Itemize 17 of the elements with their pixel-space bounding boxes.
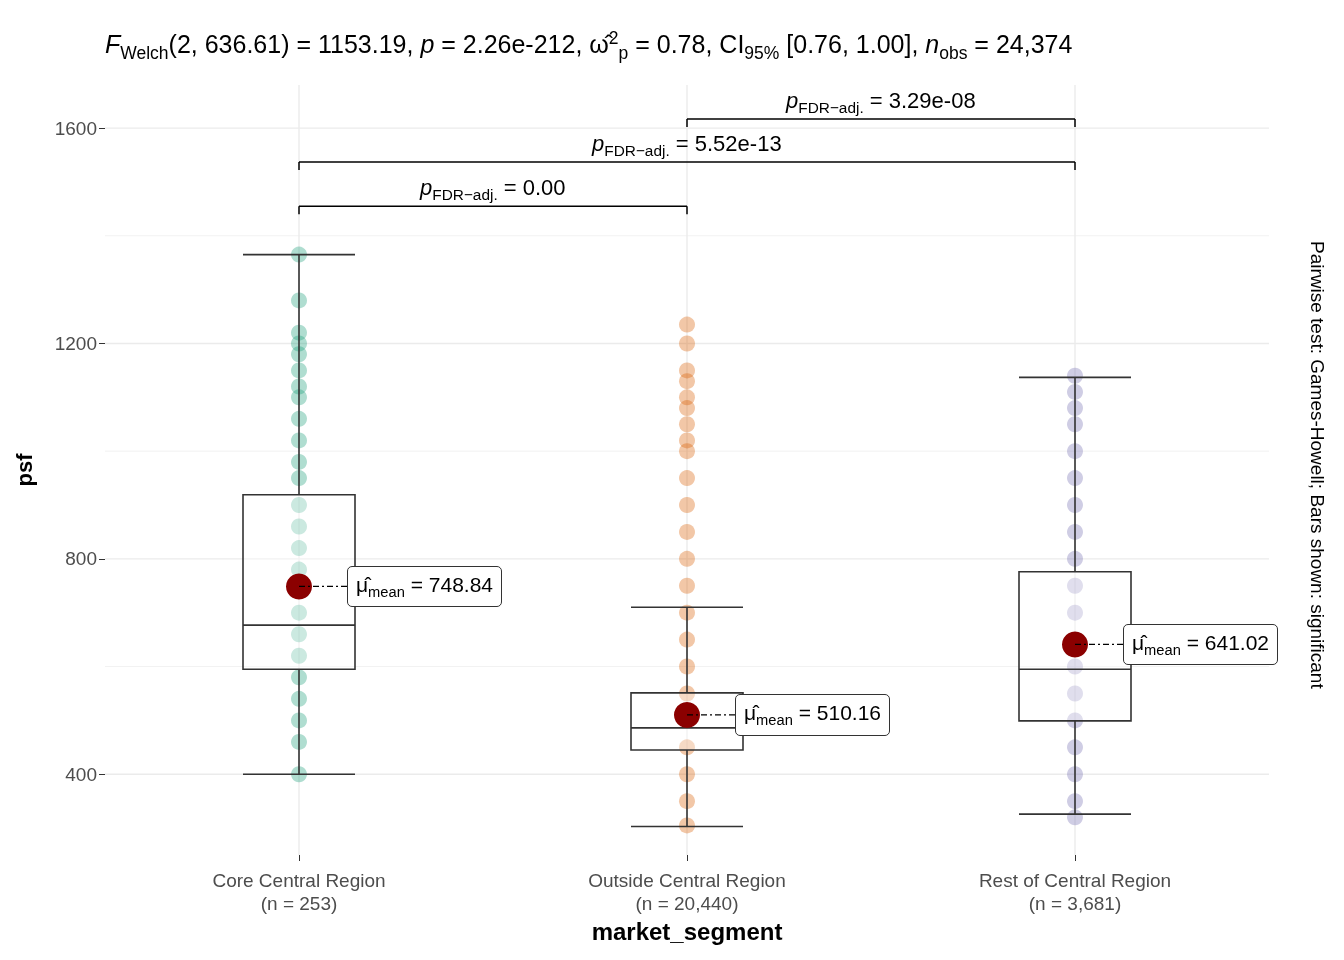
y-tick-label: 400: [65, 763, 97, 785]
annotation: p$_{FDR−adj.}$ = 3.29e-08: [786, 87, 976, 118]
x-tick-label: Core Central Region (n = 253): [212, 870, 386, 914]
x-axis-title: market_segment: [591, 918, 783, 946]
annotation: μ̂$_{mean}$ = 748.84: [347, 565, 503, 608]
y-axis-title: psf: [11, 452, 37, 487]
x-tick-label: Outside Central Region (n = 20,440): [588, 870, 786, 914]
annotation: p$_{FDR−adj.}$ = 5.52e-13: [592, 131, 782, 161]
y-tick-label: 1600: [54, 117, 97, 139]
annotation: μ̂$_{mean}$ = 641.02: [1123, 623, 1279, 666]
chart-title: F$_{Welch}$(2, 636.61) = 1153.19, p = 2.26e-212, ω̂$^{2}$$_{p}$ = 0.78, CI$_{95%}$ [0.76, 1.00], n$_{obs}$ = 24,374: [105, 28, 1073, 64]
y-tick-label: 800: [65, 548, 97, 570]
annotation: p$_{FDR−adj.}$ = 0.00: [420, 175, 566, 205]
annotation: μ̂$_{mean}$ = 510.16: [735, 694, 891, 736]
x-tick-label: Rest of Central Region (n = 3,681): [978, 870, 1172, 914]
y-tick-label: 1200: [54, 332, 97, 354]
text: Pairwise test: Games-Howell; Bars shown: significant: [1306, 241, 1328, 689]
